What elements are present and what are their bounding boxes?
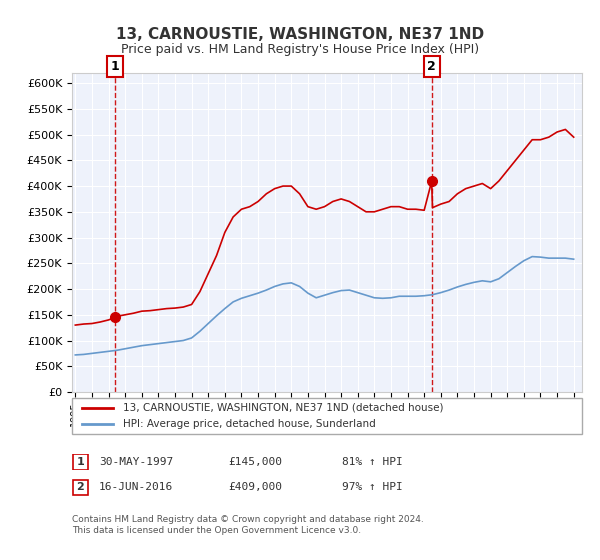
Text: HPI: Average price, detached house, Sunderland: HPI: Average price, detached house, Sund… (123, 419, 376, 429)
FancyBboxPatch shape (72, 398, 582, 434)
Text: Contains HM Land Registry data © Crown copyright and database right 2024.: Contains HM Land Registry data © Crown c… (72, 515, 424, 524)
Text: 1: 1 (111, 60, 120, 73)
Text: 13, CARNOUSTIE, WASHINGTON, NE37 1ND (detached house): 13, CARNOUSTIE, WASHINGTON, NE37 1ND (de… (123, 403, 443, 413)
Text: 13, CARNOUSTIE, WASHINGTON, NE37 1ND: 13, CARNOUSTIE, WASHINGTON, NE37 1ND (116, 27, 484, 42)
Text: 1: 1 (77, 457, 84, 467)
Text: 16-JUN-2016: 16-JUN-2016 (99, 482, 173, 492)
Text: This data is licensed under the Open Government Licence v3.0.: This data is licensed under the Open Gov… (72, 526, 361, 535)
Text: £145,000: £145,000 (228, 457, 282, 467)
Text: 2: 2 (77, 482, 84, 492)
Text: 97% ↑ HPI: 97% ↑ HPI (342, 482, 403, 492)
Text: Price paid vs. HM Land Registry's House Price Index (HPI): Price paid vs. HM Land Registry's House … (121, 43, 479, 56)
Text: 30-MAY-1997: 30-MAY-1997 (99, 457, 173, 467)
Text: 81% ↑ HPI: 81% ↑ HPI (342, 457, 403, 467)
FancyBboxPatch shape (73, 479, 88, 495)
Text: £409,000: £409,000 (228, 482, 282, 492)
FancyBboxPatch shape (73, 455, 88, 469)
Text: 2: 2 (427, 60, 436, 73)
